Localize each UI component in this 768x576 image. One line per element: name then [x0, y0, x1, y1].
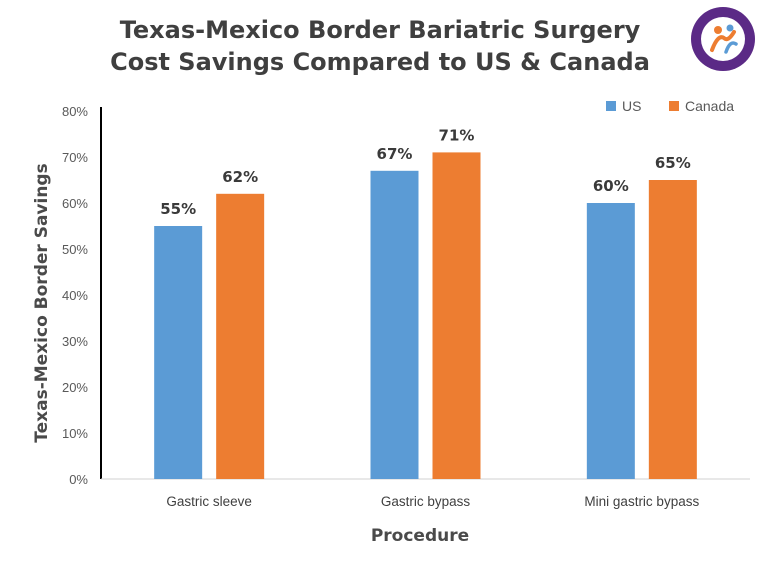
y-tick-label: 20%	[62, 380, 88, 395]
legend-swatch-canada	[669, 101, 679, 111]
chart-title: Texas-Mexico Border Bariatric Surgery Co…	[80, 14, 680, 78]
bar-canada	[432, 152, 481, 479]
y-tick-label: 40%	[62, 288, 88, 303]
chart-title-line1: Texas-Mexico Border Bariatric Surgery	[119, 16, 641, 44]
data-label: 65%	[655, 154, 691, 172]
x-category-label: Mini gastric bypass	[584, 494, 699, 509]
x-category-label: Gastric bypass	[381, 494, 471, 509]
y-axis-title: Texas-Mexico Border Savings	[32, 163, 52, 442]
bar-us	[370, 170, 419, 480]
bar-us	[154, 226, 203, 479]
bar-canada	[648, 180, 697, 479]
legend-label-us: US	[622, 98, 641, 114]
bar-us	[586, 203, 635, 479]
legend-swatch-us	[606, 101, 616, 111]
data-label: 67%	[377, 145, 413, 163]
y-tick-label: 30%	[62, 334, 88, 349]
y-tick-label: 80%	[62, 104, 88, 119]
x-axis-title: Procedure	[371, 526, 469, 546]
bar-canada	[216, 193, 265, 480]
y-tick-label: 0%	[69, 472, 88, 487]
y-tick-label: 50%	[62, 242, 88, 257]
y-tick-label: 70%	[62, 150, 88, 165]
data-label: 60%	[593, 177, 629, 195]
chart-title-line2: Cost Savings Compared to US & Canada	[110, 48, 650, 76]
x-category-label: Gastric sleeve	[166, 494, 252, 509]
data-label: 55%	[160, 200, 196, 218]
legend-label-canada: Canada	[685, 98, 734, 114]
y-tick-label: 60%	[62, 196, 88, 211]
data-label: 71%	[439, 126, 475, 144]
logo-badge-icon	[688, 4, 758, 74]
data-label: 62%	[222, 168, 258, 186]
y-tick-label: 10%	[62, 426, 88, 441]
